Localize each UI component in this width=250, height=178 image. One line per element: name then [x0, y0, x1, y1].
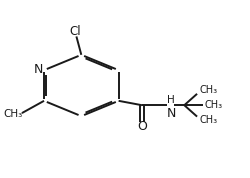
- Text: N: N: [166, 107, 176, 120]
- Text: CH₃: CH₃: [199, 85, 217, 95]
- Text: O: O: [137, 120, 147, 133]
- Text: N: N: [34, 63, 43, 76]
- Text: CH₃: CH₃: [199, 116, 217, 125]
- Text: CH₃: CH₃: [4, 109, 23, 119]
- Text: H: H: [167, 95, 175, 105]
- Text: Cl: Cl: [69, 25, 81, 38]
- Text: CH₃: CH₃: [205, 100, 223, 110]
